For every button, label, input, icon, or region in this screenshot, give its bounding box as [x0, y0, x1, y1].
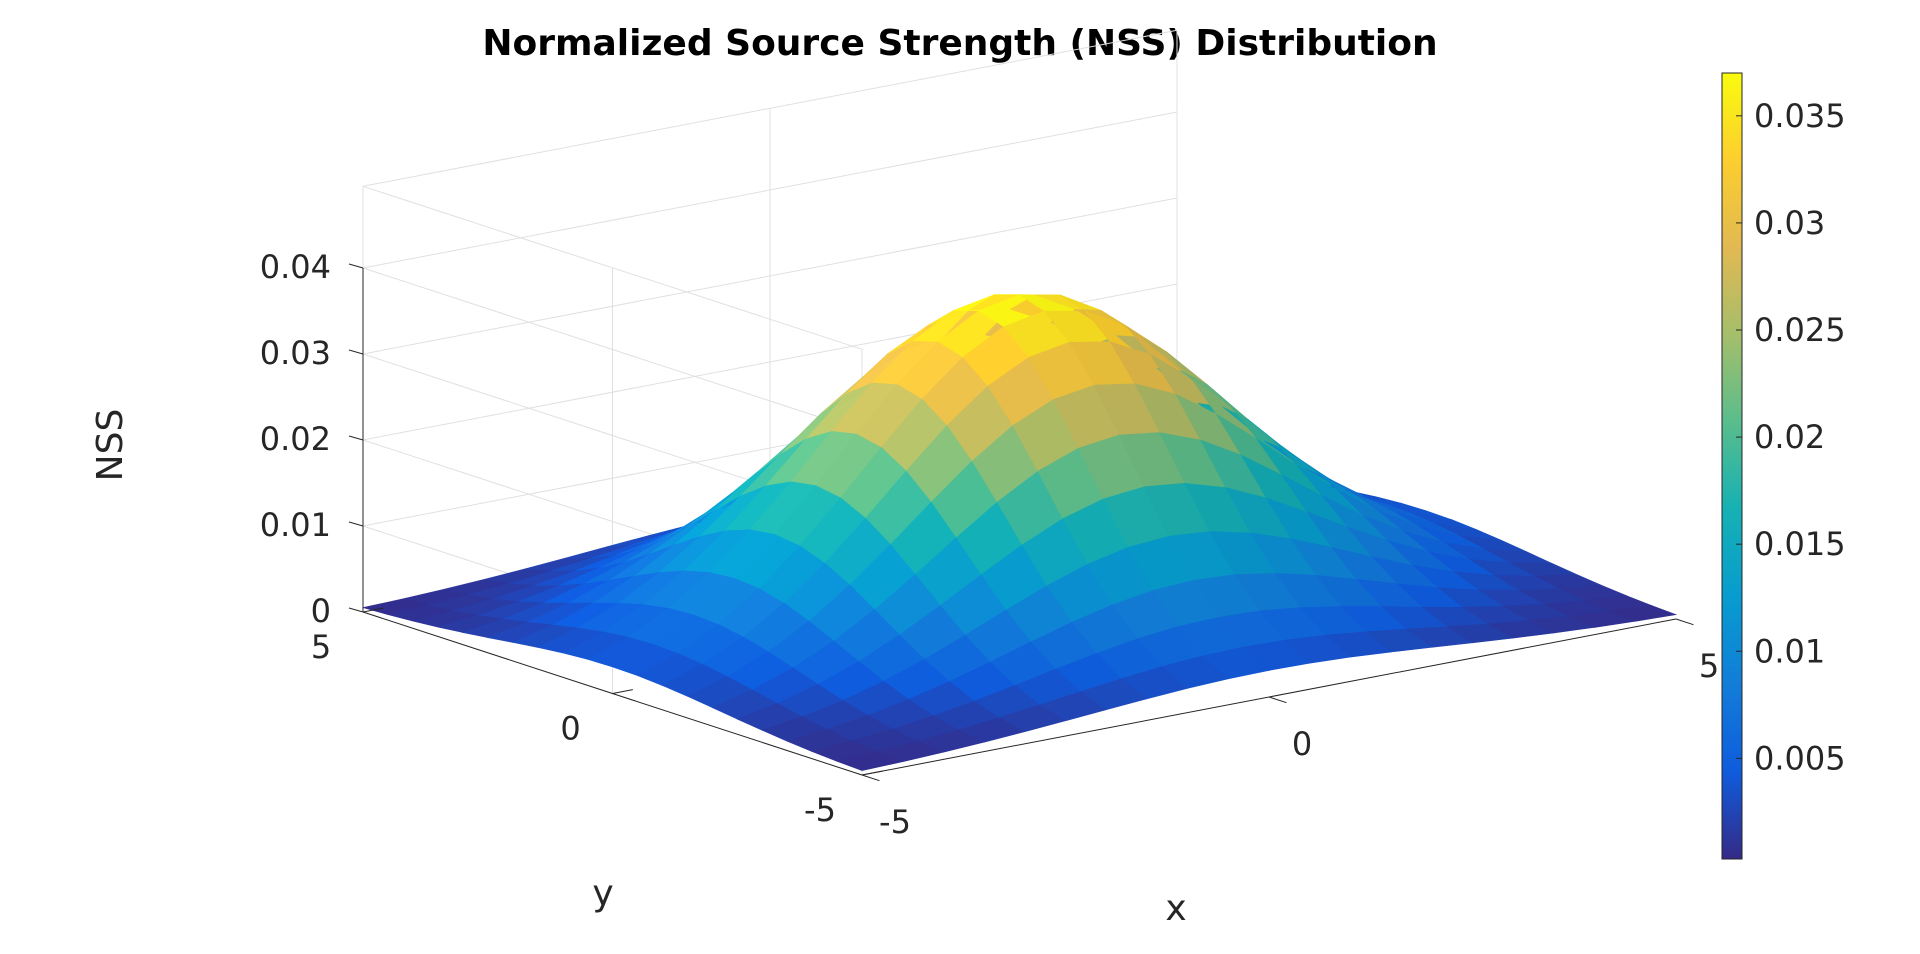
z-tick	[348, 607, 364, 613]
colorbar-tick-label: 0.035	[1754, 97, 1846, 135]
y-tick	[861, 770, 883, 776]
z-tick-label: 0.03	[260, 334, 331, 372]
z-tick	[348, 521, 364, 527]
x-axis-label: x	[1165, 888, 1186, 929]
chart-title: Normalized Source Strength (NSS) Distrib…	[482, 23, 1437, 64]
z-tick-label: 0.04	[260, 248, 331, 286]
colorbar-tick-label: 0.025	[1754, 311, 1846, 349]
z-axis-label: NSS	[90, 409, 131, 482]
colorbar-tick-label: 0.015	[1754, 525, 1846, 563]
x-tick-label: 0	[1292, 725, 1312, 763]
z-tick-label: 0.02	[260, 420, 331, 458]
z-tick-label: 0.01	[260, 506, 331, 544]
z-tick	[348, 435, 364, 441]
x-tick	[1675, 618, 1694, 626]
x-tick-label: 5	[1699, 647, 1719, 685]
y-tick-label: -5	[804, 791, 836, 829]
x-tick	[1268, 696, 1287, 704]
y-axis-label: y	[592, 873, 613, 914]
colorbar-tick-label: 0.03	[1754, 204, 1825, 242]
y-tick-label: 5	[311, 628, 331, 666]
z-tick	[348, 263, 364, 269]
colorbar-tick-label: 0.005	[1754, 739, 1846, 777]
surface-plot	[362, 294, 1678, 771]
colorbar-gradient	[1721, 72, 1743, 860]
x-tick-label: -5	[879, 803, 911, 841]
surface-facet	[1609, 604, 1678, 622]
y-tick	[362, 607, 384, 613]
grid-line-top	[362, 29, 1178, 187]
z-tick	[348, 349, 364, 355]
colorbar-tick-label: 0.01	[1754, 632, 1825, 670]
colorbar: 0.005 0.01 0.015 0.02 0.025 0.03 0.035	[1721, 72, 1846, 860]
colorbar-tick-label: 0.02	[1754, 418, 1825, 456]
grid-line-top	[362, 185, 863, 350]
z-tick-label: 0	[311, 592, 331, 630]
y-tick-label: 0	[560, 710, 580, 748]
x-tick	[861, 774, 880, 782]
y-tick	[612, 689, 633, 694]
